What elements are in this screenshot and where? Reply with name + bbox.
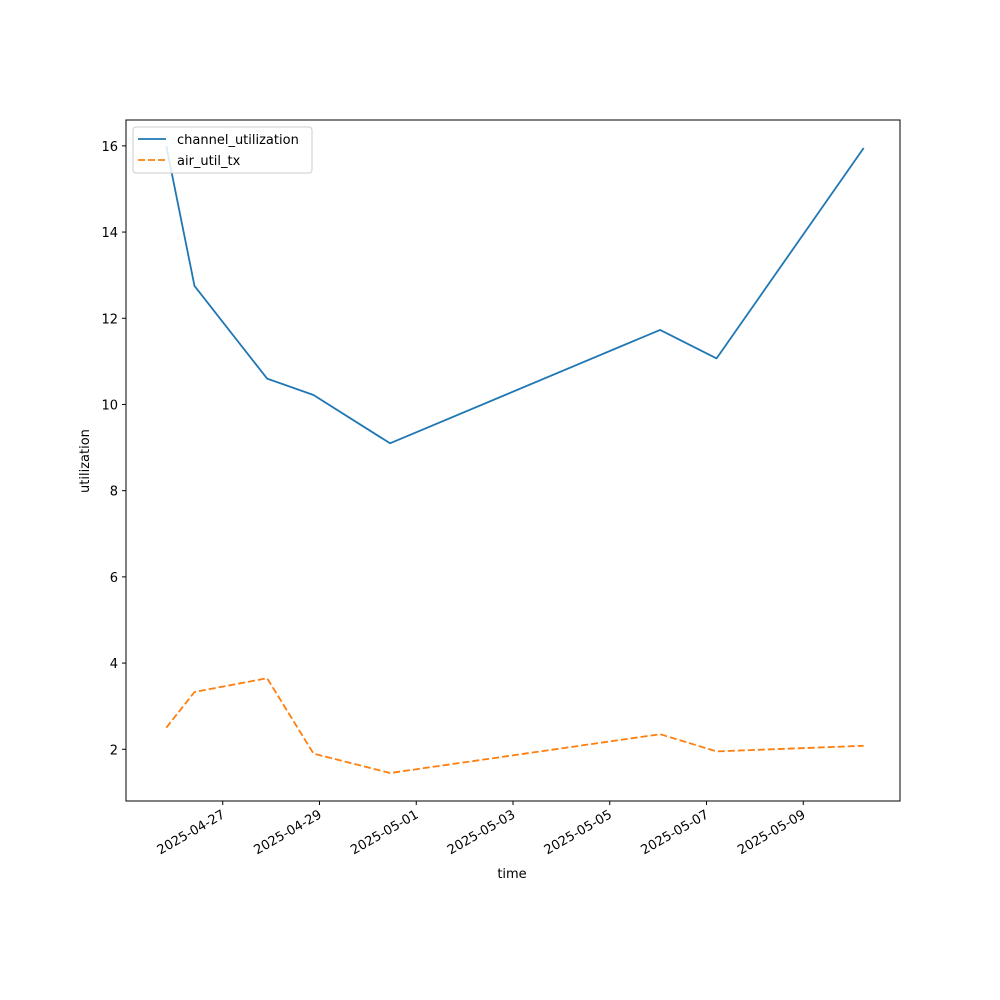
y-tick-label: 6 <box>110 571 118 586</box>
y-tick-label: 16 <box>101 140 118 155</box>
y-tick-label: 12 <box>101 312 118 327</box>
plot-background <box>126 120 900 801</box>
x-tick-label: 2025-04-29 <box>252 807 325 858</box>
x-tick-label: 2025-04-27 <box>155 807 228 858</box>
x-tick-label: 2025-05-09 <box>735 807 808 858</box>
legend-box <box>132 126 313 174</box>
y-tick-label: 4 <box>110 657 118 672</box>
series-lines <box>165 145 865 774</box>
x-tick-label: 2025-05-05 <box>542 807 615 858</box>
x-tick-label: 2025-05-01 <box>348 807 421 858</box>
y-tick-label: 10 <box>101 398 118 413</box>
y-tick-label: 14 <box>101 226 118 241</box>
x-axis: 2025-04-27 2025-04-29 2025-05-01 2025-05-03… <box>155 801 808 858</box>
legend-label: channel_utilization <box>177 133 299 148</box>
y-axis-label: utilization <box>78 429 93 493</box>
x-tick-label: 2025-05-07 <box>639 807 712 858</box>
legend-label: air_util_tx <box>177 154 241 169</box>
x-axis-label: time <box>497 867 526 882</box>
y-tick-label: 8 <box>110 485 118 500</box>
y-axis: 2 4 6 8 10 12 14 16 <box>101 140 126 758</box>
x-tick-label: 2025-05-03 <box>445 807 518 858</box>
legend: channel_utilization air_util_tx <box>132 126 313 174</box>
y-tick-label: 2 <box>110 743 118 758</box>
series-line-channel-utilization <box>165 145 865 445</box>
